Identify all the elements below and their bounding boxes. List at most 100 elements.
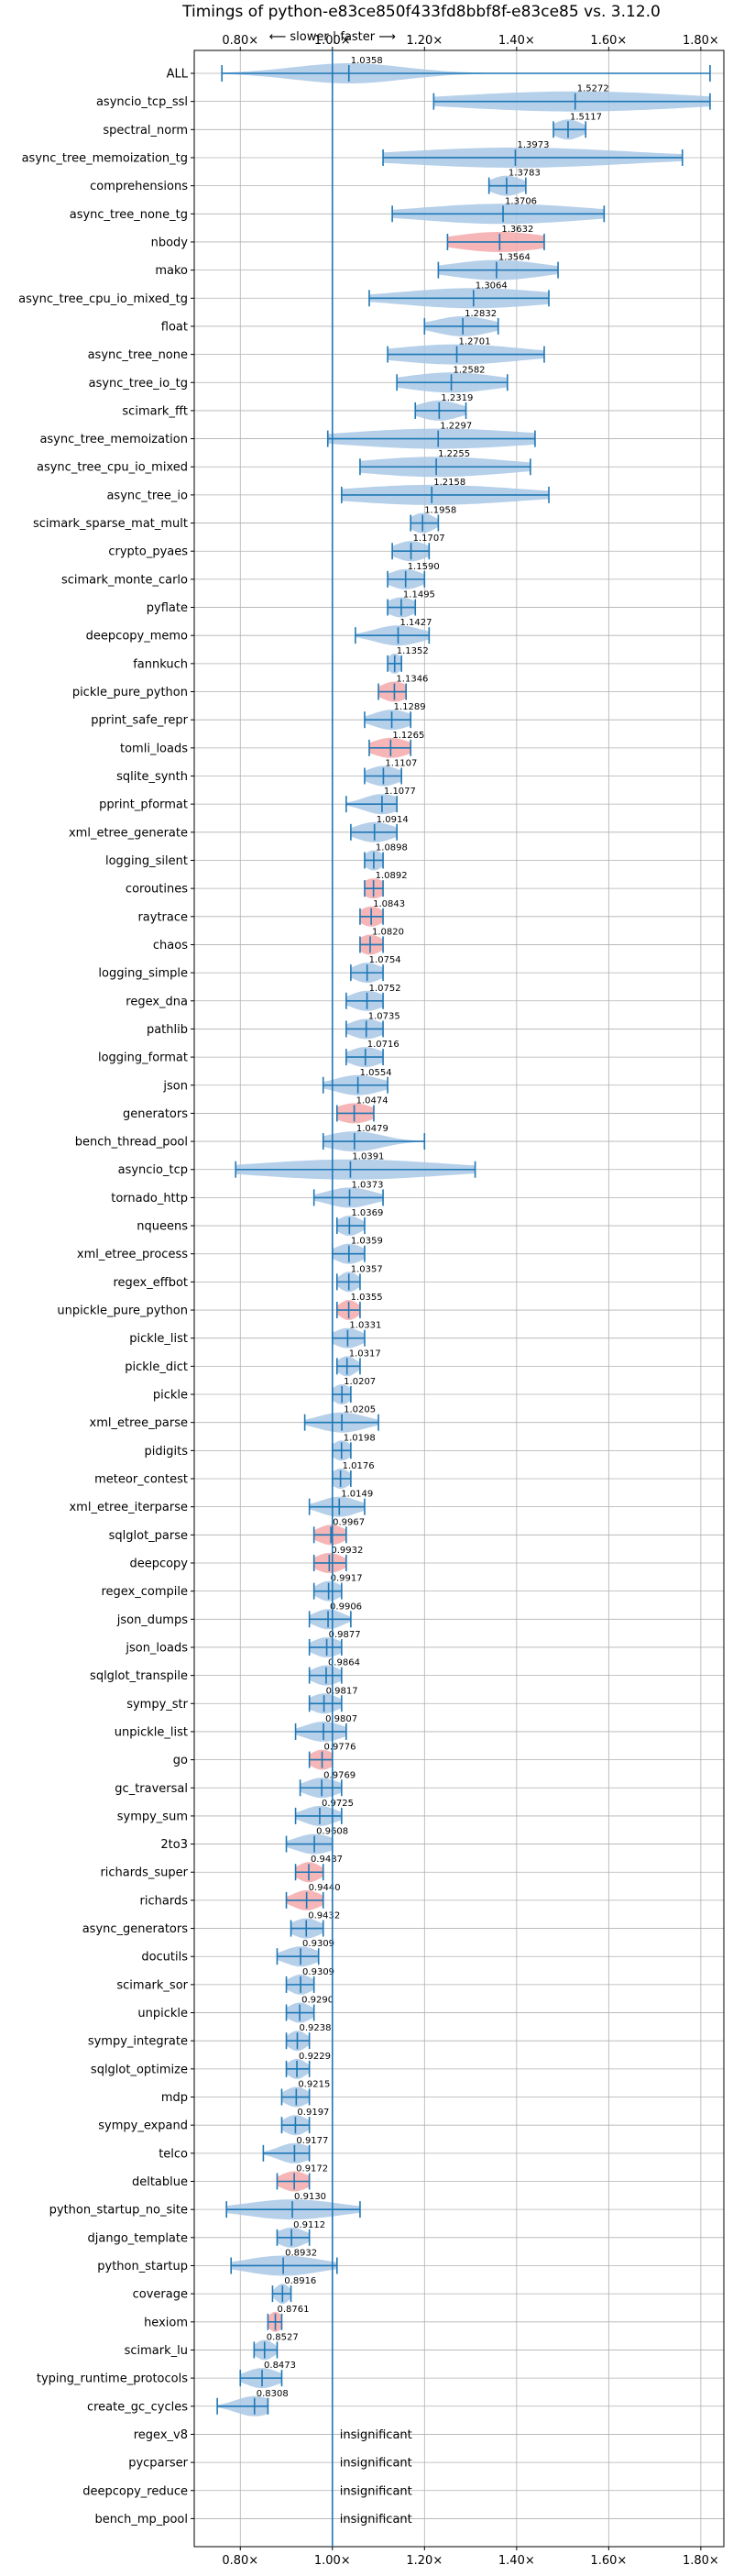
category-label: asyncio_tcp <box>118 1163 188 1177</box>
category-label: docutils <box>141 1951 188 1965</box>
insignificant-label: insignificant <box>340 2513 412 2526</box>
category-label: async_tree_io_tg <box>89 377 188 391</box>
category-label: unpickle <box>137 2007 188 2020</box>
value-label: 0.9877 <box>329 1630 361 1640</box>
value-label: 0.9725 <box>322 1799 354 1809</box>
value-label: 1.2255 <box>438 449 470 459</box>
value-label: 1.0554 <box>360 1068 392 1078</box>
value-label: 1.0149 <box>341 1490 373 1500</box>
top-tick-label: 1.60× <box>590 34 627 48</box>
category-label: meteor_contest <box>94 1473 188 1487</box>
category-label: sqlglot_optimize <box>91 2063 188 2076</box>
category-label: pidigits <box>145 1445 189 1459</box>
value-label: 1.0198 <box>344 1433 376 1443</box>
value-label: 1.0754 <box>369 955 401 965</box>
category-label: async_tree_none_tg <box>70 208 188 222</box>
category-label: deepcopy <box>129 1557 188 1570</box>
category-label: nqueens <box>137 1220 188 1234</box>
top-tick-label: 1.80× <box>683 34 719 48</box>
value-label: 1.1265 <box>392 731 424 741</box>
category-label: typing_runtime_protocols <box>37 2372 188 2386</box>
plot-frame <box>193 50 725 2548</box>
value-label: 1.3064 <box>476 281 508 291</box>
value-label: 0.8932 <box>285 2248 317 2258</box>
value-label: 1.1707 <box>413 534 445 544</box>
value-label: 1.0369 <box>351 1208 383 1218</box>
category-label: float <box>161 320 188 334</box>
category-label: async_tree_io <box>106 489 188 502</box>
category-label: comprehensions <box>90 180 188 193</box>
category-label: crypto_pyaes <box>108 545 188 559</box>
category-label: async_tree_none <box>88 348 188 362</box>
category-label: python_startup_no_site <box>49 2204 188 2218</box>
category-label: scimark_fft <box>122 404 188 418</box>
value-label: 0.9906 <box>330 1602 362 1612</box>
category-label: pickle <box>153 1389 188 1403</box>
value-label: 1.2701 <box>459 337 491 347</box>
value-label: 0.9917 <box>331 1574 363 1584</box>
value-label: 0.8916 <box>284 2276 316 2286</box>
category-label: async_tree_memoization_tg <box>22 151 188 165</box>
category-label: nbody <box>151 236 189 249</box>
value-label: 1.5117 <box>570 112 602 122</box>
value-label: 1.0843 <box>373 899 405 909</box>
value-label: 1.3632 <box>501 225 533 235</box>
category-label: pycparser <box>128 2457 188 2471</box>
value-label: 1.0716 <box>367 1040 399 1050</box>
category-label: scimark_sparse_mat_mult <box>33 517 188 531</box>
value-label: 0.9432 <box>308 1911 340 1921</box>
category-label: django_template <box>88 2231 188 2245</box>
category-label: deepcopy_reduce <box>82 2484 188 2498</box>
category-label: fannkuch <box>133 657 188 671</box>
category-label: scimark_sor <box>116 1978 188 1992</box>
value-label: 1.2297 <box>440 422 472 432</box>
value-label: 0.9776 <box>324 1743 356 1753</box>
category-label: deepcopy_memo <box>86 630 188 644</box>
value-label: 1.1077 <box>384 787 416 797</box>
category-label: regex_dna <box>126 995 188 1008</box>
value-label: 1.0373 <box>352 1180 384 1190</box>
category-label: bench_mp_pool <box>94 2513 188 2526</box>
value-label: 0.9177 <box>296 2136 328 2146</box>
category-label: go <box>173 1754 188 1767</box>
category-label: telco <box>159 2147 188 2161</box>
bottom-tick-label: 1.80× <box>683 2554 719 2568</box>
value-label: 0.8761 <box>278 2305 310 2315</box>
value-label: 1.0474 <box>356 1095 388 1106</box>
category-label: json_dumps <box>116 1613 188 1627</box>
value-label: 0.9769 <box>323 1770 356 1780</box>
value-label: 0.9932 <box>331 1546 363 1556</box>
value-label: 1.1427 <box>400 618 432 628</box>
category-label: chaos <box>153 939 188 952</box>
category-label: json <box>162 1079 188 1093</box>
value-label: 1.0317 <box>349 1349 381 1359</box>
value-label: 1.0331 <box>349 1321 381 1331</box>
bottom-tick-label: 1.60× <box>590 2554 627 2568</box>
value-label: 0.9130 <box>294 2192 326 2202</box>
value-label: 1.1958 <box>424 506 456 516</box>
value-label: 0.9309 <box>302 1967 334 1977</box>
category-label: xml_etree_generate <box>69 826 188 840</box>
category-label: raytrace <box>137 910 188 924</box>
value-label: 0.9807 <box>325 1714 357 1724</box>
category-label: gc_traversal <box>115 1782 188 1796</box>
value-label: 0.9229 <box>299 2052 331 2062</box>
value-label: 1.1289 <box>394 702 426 712</box>
category-label: async_tree_memoization <box>39 433 188 446</box>
category-label: xml_etree_parse <box>90 1416 188 1430</box>
value-label: 1.0479 <box>356 1124 388 1134</box>
category-label: unpickle_pure_python <box>57 1305 188 1318</box>
category-label: pickle_list <box>129 1332 188 1346</box>
top-tick-label: 1.40× <box>498 34 535 48</box>
category-label: pprint_pformat <box>99 798 188 812</box>
category-label: unpickle_list <box>115 1725 188 1739</box>
category-label: ALL <box>167 68 189 82</box>
value-label: 1.2319 <box>441 393 473 403</box>
category-label: pyflate <box>147 601 188 615</box>
category-label: asyncio_tcp_ssl <box>96 95 188 109</box>
top-tick-label: 0.80× <box>222 34 258 48</box>
value-label: 1.2832 <box>465 309 497 319</box>
category-label: tornado_http <box>111 1192 188 1205</box>
chart-title: Timings of python-e83ce850f433fd8bbf8f-e… <box>181 3 661 21</box>
